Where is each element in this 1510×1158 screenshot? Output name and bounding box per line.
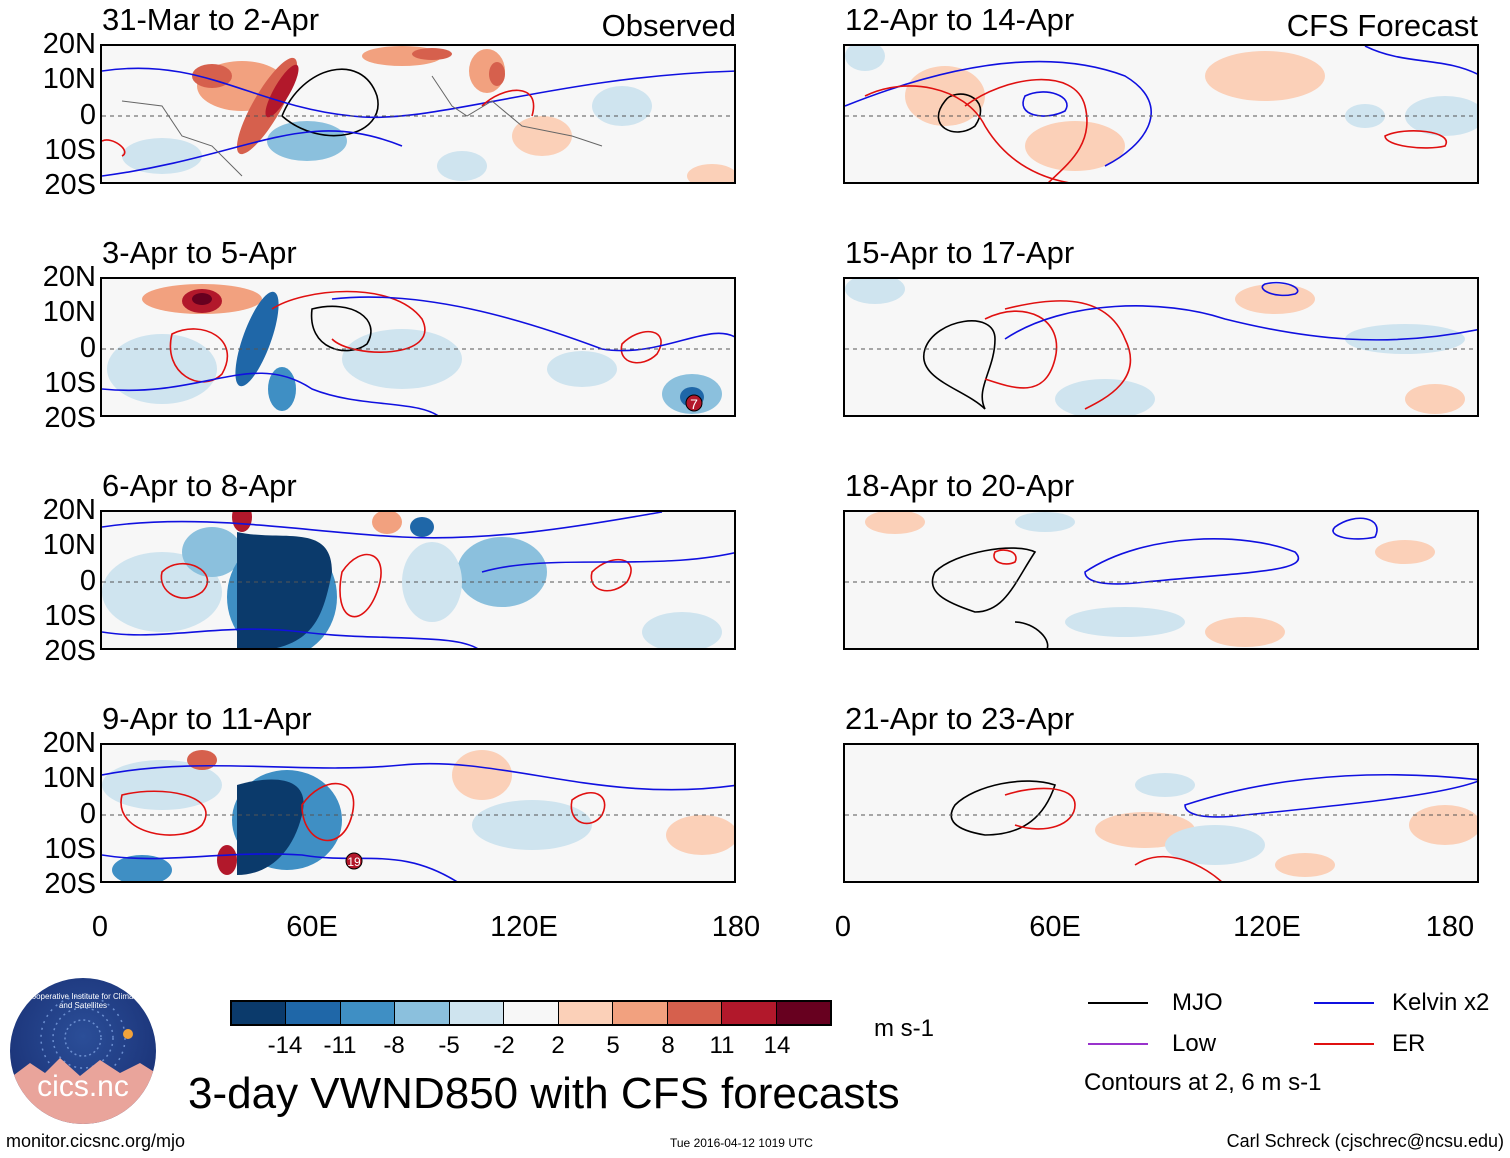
y-tick: 10N [42, 529, 96, 561]
legend-line-kelvin [1314, 1002, 1374, 1004]
x-tick: 60E [286, 911, 338, 943]
y-tick: 20N [42, 727, 96, 759]
cics-logo: cics.nc Cooperative Institute for Climat… [10, 978, 156, 1124]
x-tick: 120E [490, 911, 558, 943]
logo-ring-text: Cooperative Institute for Climate and Sa… [25, 992, 141, 1010]
colorbar-swatch [449, 1002, 505, 1024]
storm-label: 7 [690, 396, 698, 412]
x-tick: 0 [91, 911, 109, 943]
colorbar-swatch [667, 1002, 723, 1024]
colorbar-tick: -8 [383, 1032, 405, 1059]
colorbar-unit: m s-1 [874, 1015, 934, 1042]
y-tick: 20N [42, 261, 96, 293]
map-panel-observed-2: 7 [100, 277, 736, 417]
colorbar-tick: 11 [709, 1032, 735, 1059]
storm-label: 19 [347, 855, 361, 869]
x-tick: 60E [1029, 911, 1081, 943]
y-tick: 10N [42, 63, 96, 95]
panel-title-left-3: 6-Apr to 8-Apr [102, 468, 297, 503]
legend-line-mjo [1088, 1002, 1148, 1004]
timestamp: Tue 2016-04-12 1019 UTC [670, 1136, 813, 1150]
colorbar-tick: 8 [661, 1032, 675, 1059]
y-tick: 10N [42, 762, 96, 794]
y-tick: 10S [44, 600, 96, 632]
colorbar-swatch [613, 1002, 668, 1024]
panel-title-left-1: 31-Mar to 2-Apr [102, 2, 320, 37]
y-tick: 0 [79, 565, 96, 597]
colorbar-swatch [395, 1002, 450, 1024]
panel-title-right-4: 21-Apr to 23-Apr [845, 701, 1075, 736]
author: Carl Schreck (cjschrec@ncsu.edu) [1226, 1131, 1504, 1151]
map-panel-forecast-1 [843, 44, 1479, 184]
panel-title-right-2: 15-Apr to 17-Apr [845, 235, 1075, 270]
y-tick: 20S [44, 868, 96, 900]
map-panel-observed-1 [100, 44, 736, 184]
colorbar-swatch [776, 1002, 830, 1024]
source-url: monitor.cicsnc.org/mjo [6, 1131, 186, 1151]
colorbar-swatch [286, 1002, 341, 1024]
figure-title: 3-day VWND850 with CFS forecasts [188, 1069, 900, 1118]
y-tick: 20S [44, 169, 96, 201]
map-panel-forecast-3 [843, 510, 1479, 650]
legend-label-kelvin: Kelvin x2 [1392, 989, 1490, 1016]
legend-label-low: Low [1172, 1030, 1217, 1057]
colorbar-swatch [722, 1002, 777, 1024]
x-tick: 180 [711, 911, 761, 943]
legend-label-mjo: MJO [1172, 989, 1223, 1016]
logo-text: cics.nc [37, 1070, 129, 1103]
legend-label-er: ER [1392, 1030, 1426, 1057]
y-tick: 20N [42, 28, 96, 60]
colorbar-tick: 14 [763, 1032, 791, 1059]
colorbar-swatch [340, 1002, 396, 1024]
forecast-label: CFS Forecast [1286, 8, 1478, 43]
colorbar-swatch [558, 1002, 614, 1024]
x-tick: 0 [834, 911, 852, 943]
observed-label: Observed [601, 8, 736, 43]
y-tick: 0 [79, 798, 96, 830]
colorbar-swatch [232, 1002, 287, 1024]
legend-note: Contours at 2, 6 m s-1 [1084, 1069, 1322, 1096]
map-panel-observed-4: 19 [100, 743, 736, 883]
colorbar-tick: -5 [438, 1032, 460, 1059]
y-tick: 0 [79, 332, 96, 364]
map-panel-forecast-4 [843, 743, 1479, 883]
y-tick: 20N [42, 494, 96, 526]
colorbar [230, 1000, 832, 1026]
y-tick: 10N [42, 296, 96, 328]
x-tick: 120E [1233, 911, 1301, 943]
colorbar-tick: 2 [551, 1032, 565, 1059]
panel-title-right-3: 18-Apr to 20-Apr [845, 468, 1075, 503]
map-panel-observed-3 [100, 510, 736, 650]
y-tick: 10S [44, 134, 96, 166]
panel-title-left-2: 3-Apr to 5-Apr [102, 235, 297, 270]
colorbar-tick: -2 [493, 1032, 515, 1059]
y-tick: 20S [44, 635, 96, 667]
legend-line-low [1088, 1043, 1148, 1045]
legend-line-er [1314, 1043, 1374, 1045]
map-panel-forecast-2 [843, 277, 1479, 417]
colorbar-tick: 5 [606, 1032, 620, 1059]
x-tick: 180 [1425, 911, 1475, 943]
y-tick: 20S [44, 402, 96, 434]
colorbar-tick: -11 [323, 1032, 357, 1059]
panel-title-right-1: 12-Apr to 14-Apr [845, 2, 1075, 37]
colorbar-swatch [504, 1002, 559, 1024]
colorbar-tick: -14 [267, 1032, 303, 1059]
panel-title-left-4: 9-Apr to 11-Apr [102, 701, 312, 736]
y-tick: 10S [44, 367, 96, 399]
y-tick: 0 [79, 99, 96, 131]
y-tick: 10S [44, 833, 96, 865]
